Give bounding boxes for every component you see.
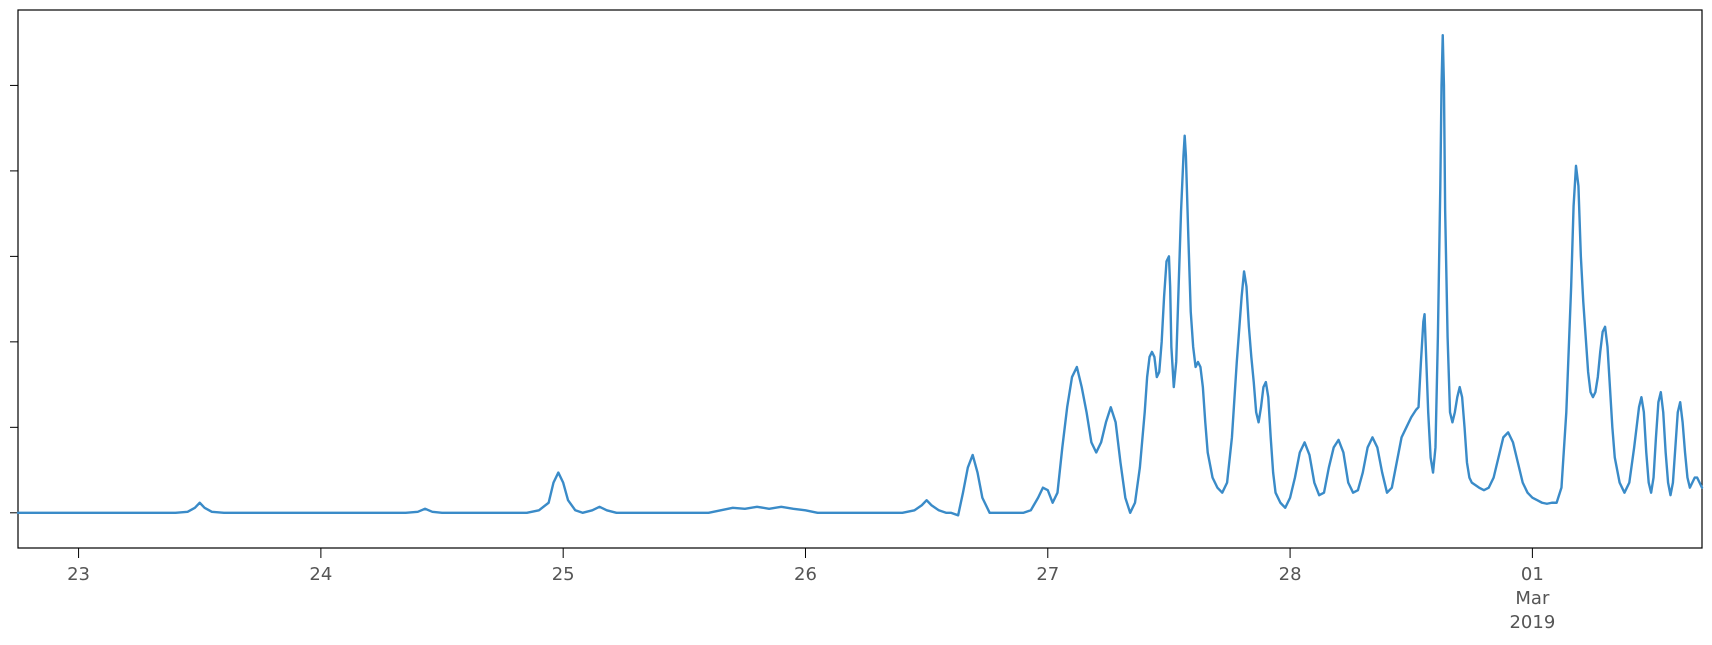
x-tick-label: 27 — [1036, 564, 1059, 585]
x-secondary-label: Mar — [1515, 588, 1550, 609]
x-tick-label: 01 — [1521, 564, 1544, 585]
x-tick-label: 26 — [794, 564, 817, 585]
x-tick-label: 25 — [552, 564, 575, 585]
chart-svg: 23 24 25 26 27 28 01 Mar 2019 — [0, 0, 1712, 645]
x-secondary-label: 2019 — [1509, 612, 1555, 633]
x-tick-label: 28 — [1279, 564, 1302, 585]
x-tick-label: 24 — [309, 564, 332, 585]
x-tick-label: 23 — [67, 564, 90, 585]
timeseries-chart: 23 24 25 26 27 28 01 Mar 2019 — [0, 0, 1712, 645]
